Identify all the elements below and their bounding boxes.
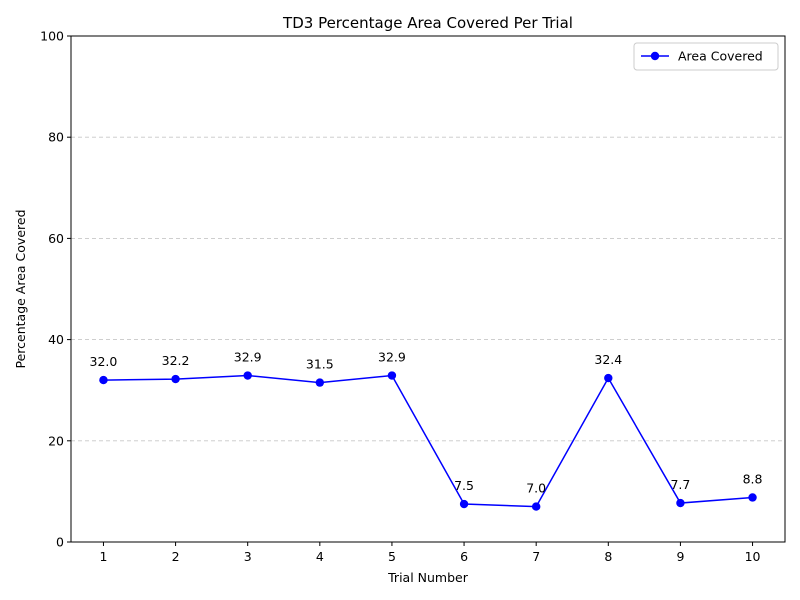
data-point: [604, 373, 613, 383]
data-label: 7.5: [454, 478, 474, 493]
legend-marker-sample: [650, 51, 660, 61]
data-label: 8.8: [743, 471, 763, 486]
data-point: [315, 378, 325, 387]
plot-frame: [70, 35, 786, 543]
series-line: [103, 374, 753, 508]
data-label: 31.5: [306, 357, 334, 372]
data-label: 32.9: [378, 350, 406, 365]
x-tick-label: 3: [244, 549, 252, 564]
x-axis: 1 2 3 4 5 6 7 8 9 10: [99, 542, 761, 564]
data-label: 7.7: [670, 477, 690, 492]
y-axis: 0 20 40 60 80 100: [40, 29, 71, 550]
y-tick-label: 100: [40, 29, 64, 44]
data-point: [243, 371, 252, 380]
x-tick-label: 7: [532, 549, 540, 564]
x-axis-label: Trial Number: [387, 570, 469, 585]
gridlines: [71, 136, 785, 442]
y-tick-label: 60: [48, 231, 64, 246]
x-tick-label: 10: [745, 549, 761, 564]
x-tick-label: 2: [172, 549, 180, 564]
y-tick-label: 0: [56, 535, 64, 550]
data-point: [531, 502, 541, 511]
y-axis-label: Percentage Area Covered: [13, 210, 28, 369]
x-tick-label: 6: [460, 549, 468, 564]
x-tick-label: 1: [99, 549, 107, 564]
y-tick-label: 40: [48, 332, 64, 347]
x-tick-label: 9: [676, 549, 684, 564]
data-labels: 32.0 32.2 32.9 31.5 32.9 7.5 7.0 32.4 7.7 8.8: [90, 350, 763, 496]
x-tick-label: 8: [604, 549, 612, 564]
data-point: [459, 499, 469, 509]
legend-entry-area-covered: Area Covered: [678, 49, 763, 64]
x-tick-label: 4: [316, 549, 324, 564]
data-point: [171, 374, 180, 384]
legend-box: [633, 42, 779, 71]
data-label: 32.9: [234, 350, 262, 365]
data-point: [748, 493, 757, 502]
y-tick-label: 20: [48, 433, 64, 448]
data-point: [676, 498, 685, 508]
y-tick-label: 80: [48, 130, 64, 145]
data-point: [99, 375, 108, 385]
data-label: 32.2: [162, 353, 190, 368]
chart-title: TD3 Percentage Area Covered Per Trial: [282, 14, 573, 32]
data-label: 7.0: [526, 481, 546, 496]
data-label: 32.0: [90, 354, 118, 369]
data-point: [387, 371, 397, 380]
series-area-covered: [99, 371, 757, 511]
legend: Area Covered: [633, 42, 779, 71]
data-label: 32.4: [594, 352, 622, 367]
x-tick-label: 5: [388, 549, 396, 564]
